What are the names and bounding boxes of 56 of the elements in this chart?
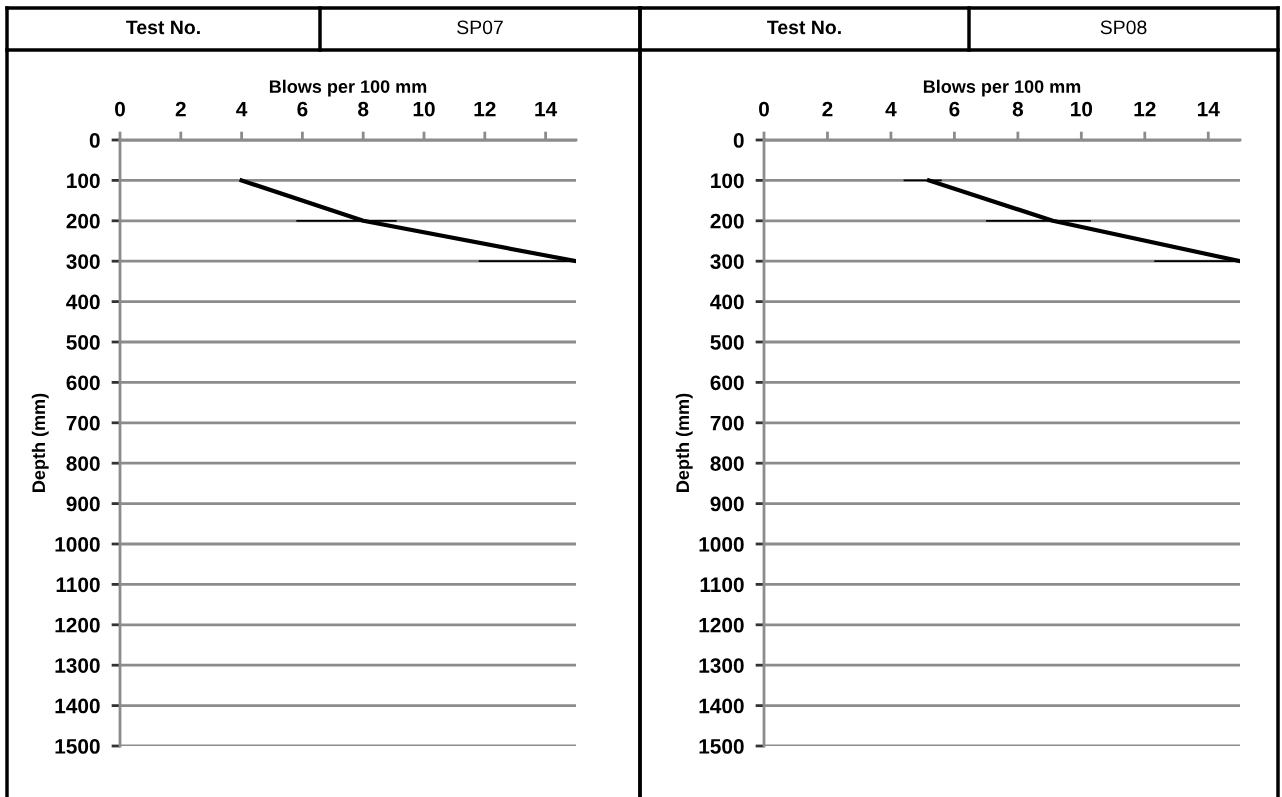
y-tick-label: 1500: [699, 739, 744, 754]
x-tick-label: 4: [236, 101, 248, 117]
x-tick-label: 2: [822, 101, 833, 117]
x-axis-title: Blows per 100 mm: [269, 79, 427, 97]
y-tick-label: 1400: [55, 698, 100, 714]
x-tick-label: 14: [1197, 101, 1220, 117]
x-tick-label: 6: [297, 101, 308, 117]
y-tick-label: 700: [710, 415, 744, 431]
y-tick-label: 300: [710, 254, 744, 269]
x-tick-label: 14: [535, 101, 558, 117]
x-axis-title: Blows per 100 mm: [923, 79, 1081, 97]
y-tick-label: 300: [66, 254, 100, 269]
y-tick-label: 1100: [700, 577, 744, 593]
y-tick-label: 1500: [55, 739, 100, 754]
y-tick-label: 600: [710, 375, 744, 391]
x-tick-label: 4: [885, 101, 897, 117]
y-tick-label: 100: [711, 173, 744, 189]
y-tick-label: 800: [66, 456, 100, 471]
y-tick-label: 700: [66, 415, 100, 431]
y-tick-label: 1300: [699, 658, 744, 673]
x-tick-label: 12: [474, 101, 496, 117]
chart-title: Test No.: [126, 20, 200, 35]
x-tick-label: 8: [358, 101, 369, 117]
x-tick-label: 10: [413, 101, 435, 117]
x-tick-label: 10: [1071, 101, 1093, 117]
y-tick-label: 0: [89, 133, 100, 148]
y-tick-label: 900: [66, 496, 100, 512]
x-tick-label: 8: [1012, 101, 1024, 117]
x-tick-label: 2: [175, 101, 186, 117]
chart-subtitle: SP08: [1100, 20, 1147, 35]
y-tick-label: 1200: [55, 617, 100, 633]
y-tick-label: 600: [66, 375, 100, 391]
y-tick-label: 400: [66, 294, 100, 310]
y-tick-label: 0: [733, 133, 744, 148]
y-axis-title: Depth (mm): [31, 393, 49, 492]
y-axis-title: Depth (mm): [675, 393, 693, 492]
y-tick-label: 1100: [56, 577, 100, 593]
x-tick-label: 6: [949, 101, 960, 117]
x-tick-label: 0: [759, 101, 769, 117]
y-tick-label: 200: [710, 213, 744, 229]
chart-title: Test No.: [767, 20, 841, 35]
y-tick-label: 900: [710, 496, 744, 512]
y-tick-label: 1200: [699, 617, 744, 633]
y-tick-label: 100: [67, 173, 100, 189]
y-tick-label: 500: [66, 335, 100, 350]
y-tick-label: 1000: [699, 537, 744, 552]
y-tick-label: 800: [710, 456, 744, 471]
y-tick-label: 1400: [699, 698, 744, 714]
chart-subtitle: SP07: [457, 20, 503, 35]
y-tick-label: 500: [710, 335, 744, 350]
y-tick-label: 1000: [55, 537, 100, 552]
y-tick-label: 400: [710, 294, 744, 310]
x-tick-label: 12: [1134, 101, 1156, 117]
x-tick-label: 0: [115, 101, 125, 117]
y-tick-label: 200: [66, 213, 100, 229]
y-tick-label: 1300: [55, 658, 100, 673]
